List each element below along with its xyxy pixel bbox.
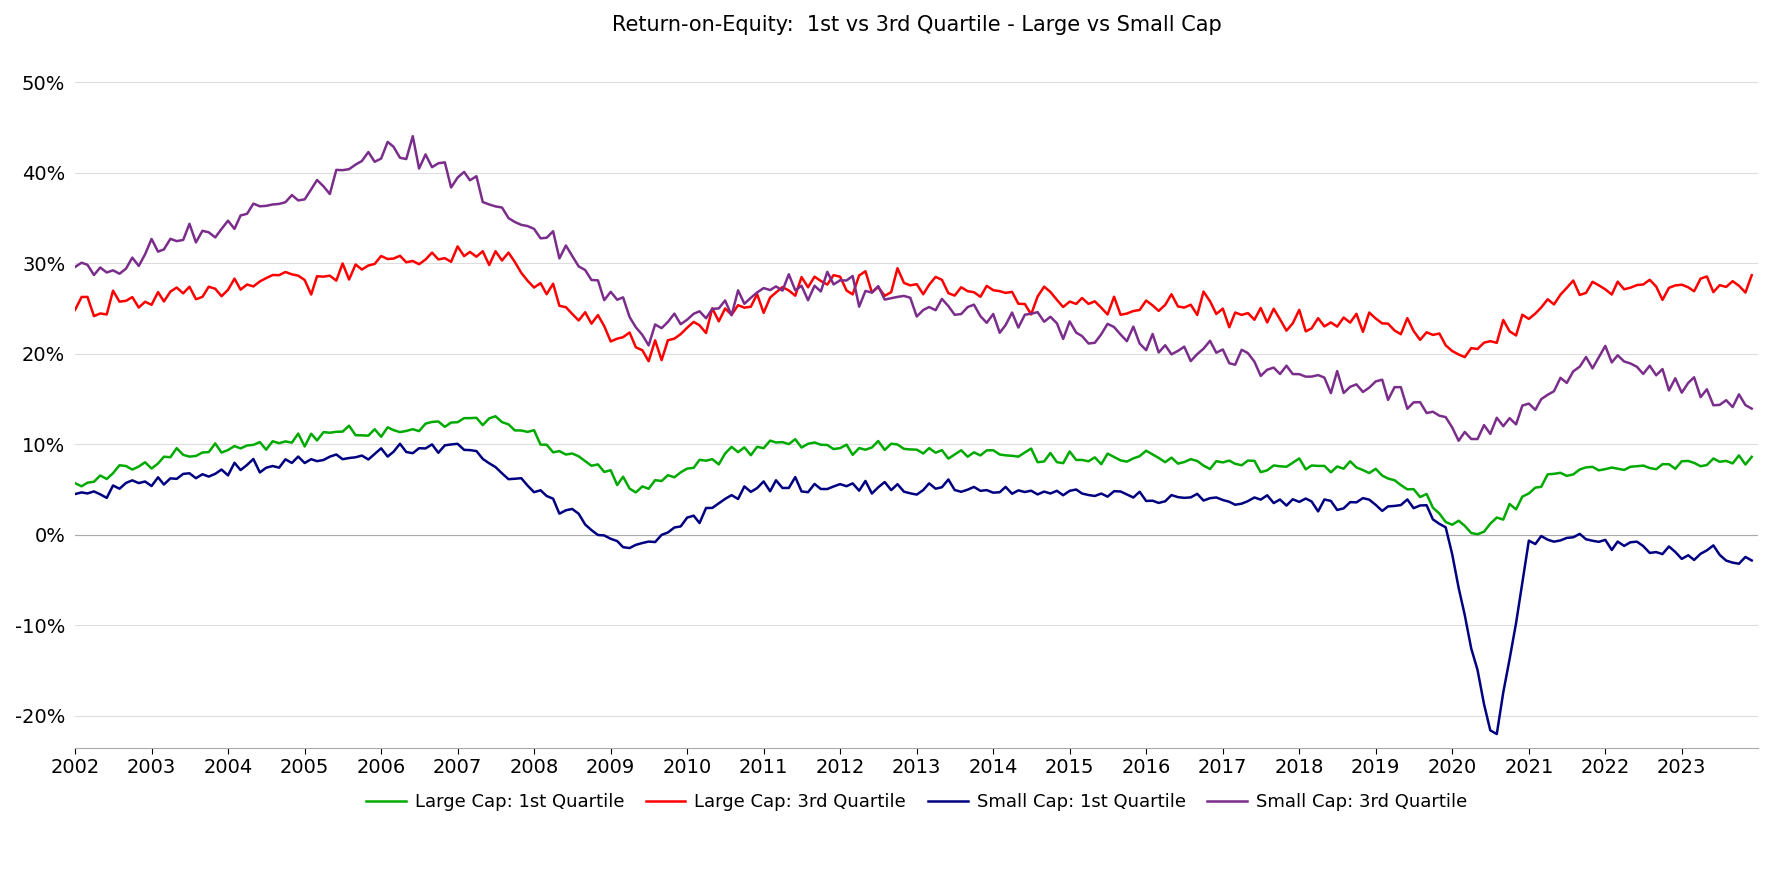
Line: Large Cap: 1st Quartile: Large Cap: 1st Quartile bbox=[74, 416, 1752, 535]
Title: Return-on-Equity:  1st vs 3rd Quartile - Large vs Small Cap: Return-on-Equity: 1st vs 3rd Quartile - … bbox=[612, 15, 1222, 35]
Line: Small Cap: 3rd Quartile: Small Cap: 3rd Quartile bbox=[74, 136, 1752, 441]
Line: Small Cap: 1st Quartile: Small Cap: 1st Quartile bbox=[74, 443, 1752, 734]
Legend: Large Cap: 1st Quartile, Large Cap: 3rd Quartile, Small Cap: 1st Quartile, Small: Large Cap: 1st Quartile, Large Cap: 3rd … bbox=[358, 786, 1475, 819]
Line: Large Cap: 3rd Quartile: Large Cap: 3rd Quartile bbox=[74, 246, 1752, 361]
